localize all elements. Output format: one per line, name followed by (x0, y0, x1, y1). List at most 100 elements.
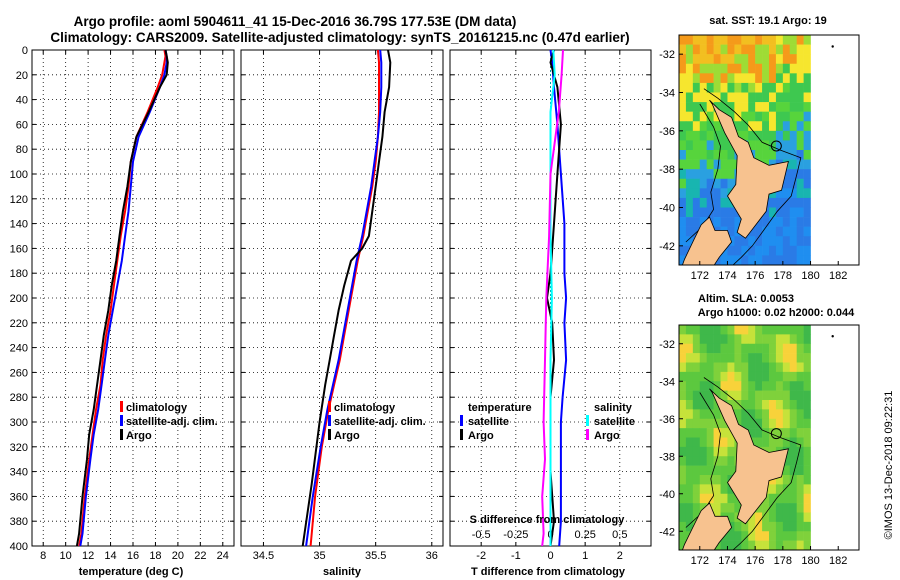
map-cell (796, 207, 804, 218)
map-cell (692, 159, 701, 170)
map-cell (762, 325, 770, 335)
map-cell (762, 236, 770, 247)
depth-tick-label: 360 (10, 491, 28, 503)
map-cell (692, 390, 701, 401)
map-cell (692, 409, 701, 420)
map-cell (789, 82, 797, 93)
map-cell (782, 150, 791, 160)
map-cell (699, 371, 707, 382)
map-cell (713, 493, 721, 504)
map-cell (803, 150, 811, 160)
map-cell (692, 226, 701, 237)
map-cell (706, 159, 714, 170)
map-cell (782, 92, 791, 103)
map-cell (720, 197, 728, 208)
legend-mark-argo (120, 429, 123, 440)
map-cell (796, 325, 804, 335)
map-cell (720, 475, 728, 485)
map-cell (769, 334, 777, 345)
map-cell (734, 44, 742, 55)
map-cell (769, 130, 777, 141)
map-cell (734, 521, 742, 532)
map-cell (699, 159, 707, 170)
map-cell (699, 353, 707, 363)
map-cell (679, 226, 687, 237)
map-cell (706, 188, 714, 199)
map-cell (685, 44, 694, 55)
map-cell (727, 446, 735, 457)
map-cell (789, 465, 797, 476)
map-cell (685, 130, 694, 141)
t-difference-axis-label: T difference from climatology (471, 566, 626, 578)
map-cell (699, 63, 707, 74)
map-cell (685, 217, 694, 227)
map-cell (796, 400, 804, 410)
map-cell (692, 54, 701, 65)
map-cell (692, 512, 701, 523)
map-cell (769, 207, 777, 218)
map-y-tick-label: -32 (659, 49, 675, 61)
map-cell (803, 73, 811, 84)
legend-label-temperature-argo: Argo (468, 430, 494, 442)
map-cell (727, 362, 735, 373)
map-cell (699, 437, 707, 448)
map-cell (720, 381, 728, 391)
map-cell (685, 446, 694, 457)
map-cell (713, 140, 721, 151)
legend-mark-salinity-argo (586, 429, 589, 440)
depth-tick-label: 40 (16, 95, 28, 107)
map-cell (734, 371, 742, 382)
x-tick-label: 35 (313, 550, 325, 562)
x-tick-label: 22 (194, 550, 206, 562)
x-tick-label: 16 (127, 550, 139, 562)
map-cell (727, 390, 735, 401)
map-cell (782, 236, 791, 247)
map-cell (789, 390, 797, 401)
map-x-tick-label: 178 (774, 555, 792, 567)
map-cell (789, 255, 797, 265)
map-cell (685, 159, 694, 170)
map-cell (727, 531, 735, 541)
map-cell (692, 465, 701, 476)
map-cell (789, 400, 797, 410)
map-cell (699, 44, 707, 55)
map-cell (699, 465, 707, 476)
map-cell (762, 111, 770, 122)
map-cell (796, 150, 804, 160)
map-cell (755, 503, 763, 513)
s-difference-axis-label: S difference from climatology (470, 514, 626, 526)
map-cell (775, 63, 784, 74)
map-x-tick-label: 172 (691, 555, 709, 567)
map-cell (789, 381, 797, 391)
legend-label-argo: Argo (126, 430, 152, 442)
map-cell (762, 226, 770, 237)
map-cell (679, 111, 687, 122)
map-y-tick-label: -34 (659, 376, 675, 388)
map-cell (769, 493, 777, 504)
map-cell (775, 503, 784, 513)
map-cell (706, 465, 714, 476)
map-cell (706, 409, 714, 420)
map-cell (692, 400, 701, 410)
depth-tick-label: 340 (10, 467, 28, 479)
map-cell (748, 54, 756, 65)
depth-tick-label: 120 (10, 194, 28, 206)
map-cell (755, 418, 763, 429)
map-cell (755, 236, 763, 247)
map-cell (769, 437, 777, 448)
map-cell (692, 102, 701, 112)
map-cell (748, 73, 756, 84)
map-cell (796, 121, 804, 132)
map-cell (706, 362, 714, 373)
map-cell (685, 35, 694, 45)
map-cell (748, 245, 756, 256)
map-cell (734, 325, 742, 335)
map-cell (685, 325, 694, 335)
map-cell (803, 217, 811, 227)
map-cell (727, 255, 735, 265)
map-x-tick-label: 174 (718, 270, 736, 282)
map-cell (803, 437, 811, 448)
map-cell (699, 493, 707, 504)
map-cell (803, 178, 811, 189)
map-cell (803, 226, 811, 237)
